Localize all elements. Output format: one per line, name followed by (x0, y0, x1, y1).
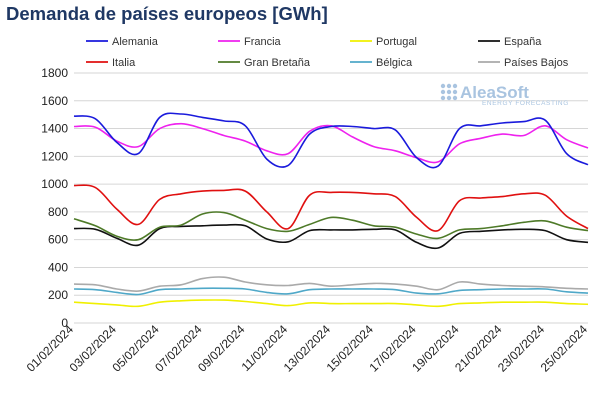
legend-label: Italia (112, 57, 136, 69)
legend-item-gran-bretana: Gran Bretaña (218, 57, 311, 69)
series-line-belgica (73, 287, 589, 296)
y-tick-label: 1600 (41, 94, 68, 108)
aleasoft-watermark: AleaSoft ENERGY FORECASTING (440, 83, 569, 107)
y-axis: 0 200 400 600 800 1000 1200 1400 1600 1800 (41, 66, 68, 330)
watermark-name: AleaSoft (460, 83, 529, 102)
legend-label: Francia (244, 36, 282, 48)
chart-title: Demanda de países europeos [GWh] (6, 3, 328, 24)
legend-label: España (504, 36, 542, 48)
legend-label: Países Bajos (504, 57, 569, 69)
y-tick-label: 1200 (41, 149, 68, 163)
legend-label: Alemania (112, 36, 159, 48)
legend-item-alemania: Alemania (86, 36, 159, 48)
series-line-espana (73, 223, 589, 250)
legend-item-belgica: Bélgica (350, 57, 413, 69)
chart-legend: Alemania Francia Portugal España Italia Gran … (86, 36, 569, 69)
legend-label: Gran Bretaña (244, 57, 311, 69)
y-tick-label: 1800 (41, 66, 68, 80)
y-tick-label: 1400 (41, 122, 68, 136)
y-tick-label: 0 (61, 316, 68, 330)
y-tick-label: 800 (48, 205, 68, 219)
legend-item-italia: Italia (86, 57, 136, 69)
x-axis: 01/02/202403/02/202405/02/202407/02/2024… (24, 322, 591, 375)
series-line-gran-bretana (73, 211, 589, 241)
series-line-italia (73, 184, 589, 232)
y-tick-label: 600 (48, 233, 68, 247)
legend-item-espana: España (478, 36, 542, 48)
legend-label: Bélgica (376, 57, 413, 69)
series-line-alemania (73, 112, 589, 169)
series-line-portugal (73, 299, 589, 308)
x-tick-label: 25/02/2024 (538, 322, 591, 375)
y-tick-label: 1000 (41, 177, 68, 191)
legend-label: Portugal (376, 36, 417, 48)
chart-grid (74, 72, 588, 324)
watermark-tagline: ENERGY FORECASTING (482, 100, 569, 107)
legend-item-paises-bajos: Países Bajos (478, 57, 569, 69)
y-tick-label: 400 (48, 260, 68, 274)
legend-item-francia: Francia (218, 36, 282, 48)
chart-series (73, 112, 589, 308)
y-tick-label: 200 (48, 288, 68, 302)
series-line-paises-bajos (73, 276, 589, 292)
legend-item-portugal: Portugal (350, 36, 417, 48)
